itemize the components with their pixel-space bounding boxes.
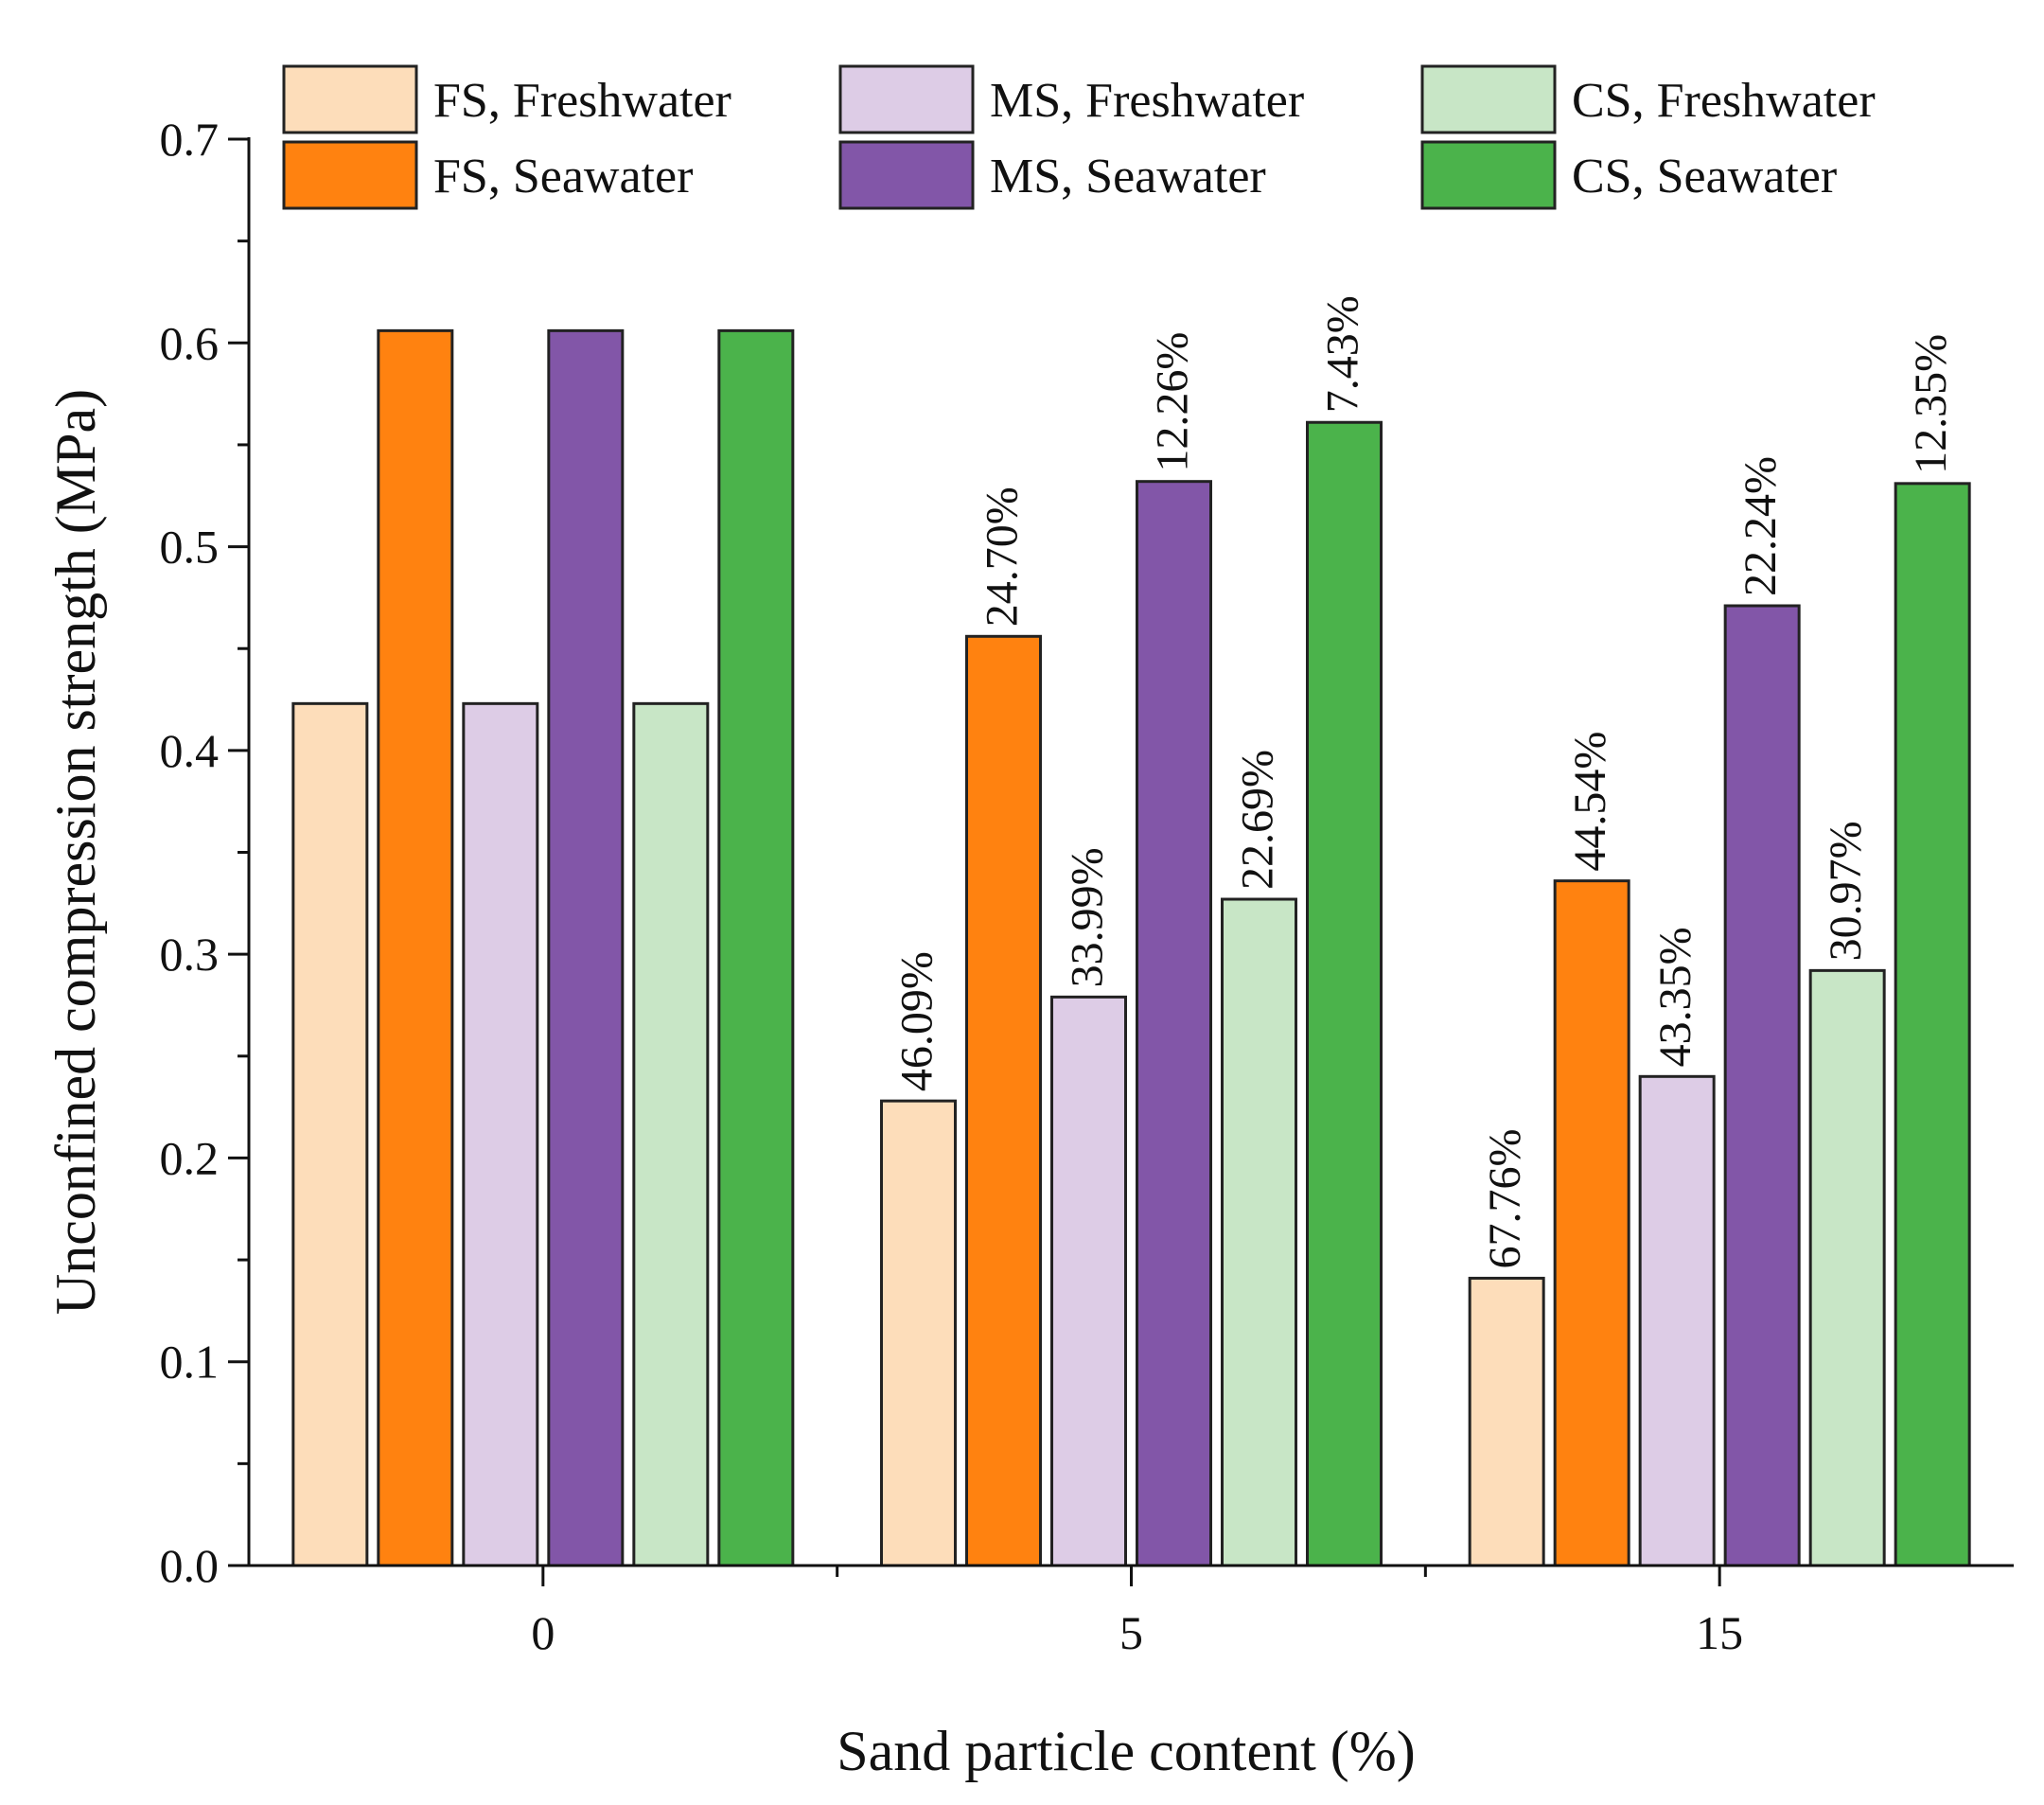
x-tick-label: 15	[1696, 1606, 1743, 1659]
bar	[547, 328, 625, 1567]
x-tick-label: 5	[1119, 1606, 1143, 1659]
y-tick-label: 0.0	[160, 1539, 220, 1592]
data-label: 12.35%	[1906, 334, 1956, 474]
data-label: 12.26%	[1148, 332, 1198, 472]
legend-swatch	[282, 140, 418, 210]
data-label: 24.70%	[978, 487, 1028, 627]
legend-swatch	[838, 140, 975, 210]
x-tick-label: 0	[531, 1606, 555, 1659]
bar	[1306, 420, 1383, 1567]
data-label: 33.99%	[1063, 847, 1113, 987]
bar	[1221, 897, 1297, 1567]
legend: FS, Freshwater MS, Freshwater CS, Freshwat…	[282, 64, 1876, 210]
legend-label: FS, Seawater	[433, 150, 693, 204]
y-axis-ticks: 0.0 0.1 0.2 0.3 0.4 0.5 0.6 0.7	[160, 113, 249, 1592]
bar	[462, 701, 539, 1567]
data-label: 30.97%	[1821, 821, 1871, 961]
legend-swatch	[1420, 140, 1557, 210]
legend-label: MS, Freshwater	[990, 74, 1304, 128]
bar	[1136, 480, 1212, 1567]
bar	[717, 328, 795, 1567]
data-label: 43.35%	[1650, 927, 1700, 1067]
bar	[1553, 879, 1630, 1567]
data-labels: 46.09% 24.70% 33.99% 12.26% 22.69% 7.43% 67.76…	[892, 295, 1957, 1268]
legend-label: CS, Seawater	[1572, 150, 1837, 204]
bar	[1723, 604, 1801, 1567]
data-label: 44.54%	[1565, 732, 1615, 872]
legend-label: MS, Seawater	[990, 150, 1266, 204]
data-label: 46.09%	[892, 951, 943, 1091]
bar	[1894, 482, 1971, 1567]
legend-label: CS, Freshwater	[1572, 74, 1876, 128]
bar	[1638, 1074, 1716, 1567]
x-axis-title: Sand particle content (%)	[837, 1720, 1415, 1782]
y-tick-label: 0.6	[160, 316, 220, 369]
bar	[1050, 995, 1127, 1567]
y-tick-label: 0.2	[160, 1131, 220, 1184]
axes: 0 5 15	[247, 137, 2014, 1659]
data-label: 7.43%	[1318, 295, 1368, 413]
data-label: 22.69%	[1233, 750, 1283, 890]
y-tick-label: 0.5	[160, 521, 220, 574]
bar	[1808, 968, 1886, 1567]
legend-swatch	[838, 64, 975, 134]
bar	[880, 1099, 957, 1567]
y-tick-label: 0.4	[160, 724, 220, 777]
y-axis-title: Unconfined compression strength (MPa)	[44, 389, 107, 1315]
bar	[1468, 1276, 1545, 1567]
legend-label: FS, Freshwater	[433, 74, 731, 128]
bar	[632, 701, 710, 1567]
data-label: 67.76%	[1480, 1128, 1530, 1268]
bar	[291, 701, 369, 1567]
data-label: 22.24%	[1736, 456, 1786, 596]
y-tick-label: 0.3	[160, 928, 220, 981]
y-tick-label: 0.7	[160, 113, 220, 166]
bar	[377, 328, 454, 1567]
y-tick-label: 0.1	[160, 1336, 220, 1389]
bars	[291, 328, 1971, 1567]
legend-swatch	[282, 64, 418, 134]
legend-swatch	[1420, 64, 1557, 134]
bar	[965, 634, 1042, 1567]
